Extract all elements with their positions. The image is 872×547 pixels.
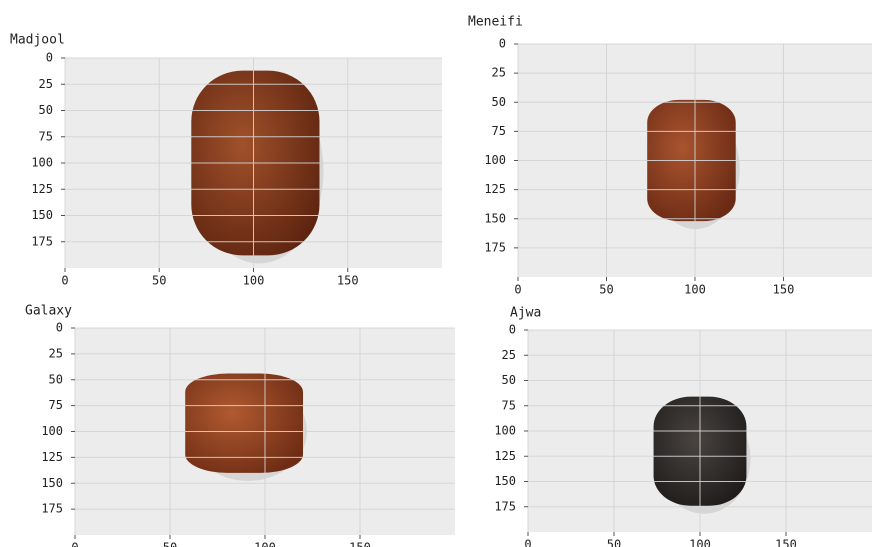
x-tick-label: 150 bbox=[775, 538, 797, 547]
y-tick-label: 75 bbox=[49, 398, 63, 412]
y-tick-label: 125 bbox=[494, 449, 516, 463]
x-tick-label: 150 bbox=[773, 283, 795, 297]
y-tick-label: 75 bbox=[502, 398, 516, 412]
y-tick-label: 175 bbox=[484, 240, 506, 254]
x-tick-label: 0 bbox=[514, 283, 521, 297]
x-tick-label: 0 bbox=[61, 274, 68, 288]
panel-title: Meneifi bbox=[468, 15, 523, 30]
y-tick-label: 175 bbox=[31, 234, 53, 248]
y-tick-label: 0 bbox=[56, 321, 63, 335]
x-tick-label: 100 bbox=[254, 541, 276, 547]
y-tick-label: 0 bbox=[509, 323, 516, 337]
y-tick-label: 100 bbox=[31, 156, 53, 170]
y-tick-label: 25 bbox=[49, 346, 63, 360]
panel-title: Ajwa bbox=[510, 306, 541, 321]
y-tick-label: 150 bbox=[41, 476, 63, 490]
y-tick-label: 50 bbox=[492, 95, 506, 109]
y-tick-label: 100 bbox=[484, 153, 506, 167]
x-tick-label: 150 bbox=[349, 541, 371, 547]
x-tick-label: 50 bbox=[599, 283, 613, 297]
y-tick-label: 0 bbox=[499, 37, 506, 51]
x-tick-label: 100 bbox=[689, 538, 711, 547]
x-tick-label: 0 bbox=[524, 538, 531, 547]
panel-title: Madjool bbox=[10, 33, 65, 48]
figure: Madjool 0 50 100 150 0 25 50 75 100 125 150 175 Menei… bbox=[0, 0, 872, 547]
x-tick-label: 50 bbox=[163, 541, 177, 547]
y-tick-label: 150 bbox=[31, 208, 53, 222]
x-tick-label: 100 bbox=[243, 274, 265, 288]
y-tick-label: 25 bbox=[39, 77, 53, 91]
x-tick-label: 50 bbox=[607, 538, 621, 547]
y-tick-label: 75 bbox=[492, 124, 506, 138]
y-tick-label: 25 bbox=[492, 66, 506, 80]
y-tick-label: 175 bbox=[494, 499, 516, 513]
y-tick-label: 100 bbox=[41, 424, 63, 438]
x-tick-label: 50 bbox=[152, 274, 166, 288]
y-tick-label: 50 bbox=[39, 103, 53, 117]
x-tick-label: 0 bbox=[71, 541, 78, 547]
y-tick-label: 150 bbox=[494, 474, 516, 488]
y-tick-label: 0 bbox=[46, 51, 53, 65]
x-tick-label: 150 bbox=[337, 274, 359, 288]
panel-title: Galaxy bbox=[25, 304, 72, 319]
y-tick-label: 100 bbox=[494, 424, 516, 438]
page: Madjool 0 50 100 150 0 25 50 75 100 125 150 175 Menei… bbox=[0, 0, 872, 547]
y-tick-label: 125 bbox=[41, 450, 63, 464]
y-tick-label: 150 bbox=[484, 211, 506, 225]
x-tick-label: 100 bbox=[684, 283, 706, 297]
y-tick-label: 175 bbox=[41, 502, 63, 516]
y-tick-label: 50 bbox=[49, 372, 63, 386]
y-tick-label: 50 bbox=[502, 373, 516, 387]
y-tick-label: 125 bbox=[484, 182, 506, 196]
y-tick-label: 75 bbox=[39, 129, 53, 143]
y-tick-label: 25 bbox=[502, 348, 516, 362]
y-tick-label: 125 bbox=[31, 182, 53, 196]
fruit bbox=[185, 374, 303, 473]
